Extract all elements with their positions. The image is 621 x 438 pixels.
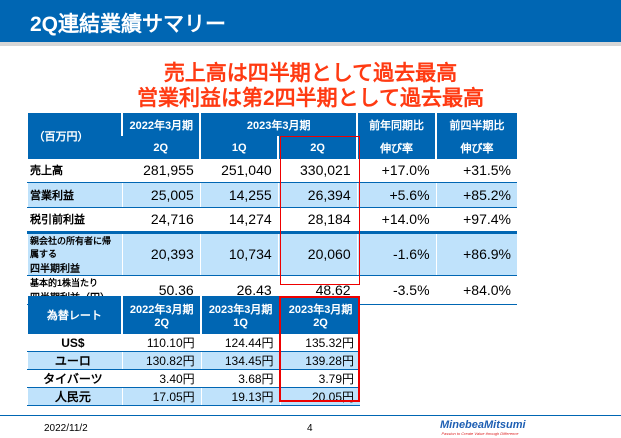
col-q: 2Q [122,136,201,159]
rate-cell: 139.28円 [279,351,360,370]
col-yoy-sub: 伸び率 [356,136,437,159]
fx-row: US$ 110.10円 124.44円 135.32円 [27,334,360,352]
cell: -1.6% [356,232,437,276]
divider [0,42,621,46]
cell: 28,184 [277,207,358,233]
cell: +14.0% [356,207,437,233]
currency-label: US$ [27,334,123,352]
fx-col: 2022年3月期 2Q [121,296,202,334]
cell: 20,393 [121,232,201,276]
fx-highlight-box [279,296,360,402]
cell: +85.2% [435,182,517,208]
unit-label: （百万円） [27,113,123,159]
rate-cell: 110.10円 [121,334,202,352]
col-yoy: 前年同期比 [356,113,437,136]
cell: 10,734 [199,232,279,276]
table-row: 親会社の所有者に帰属する 四半期利益 20,393 10,734 20,060 -1.6%… [27,232,517,276]
rate-cell: 124.44円 [200,334,281,352]
currency-label: タイバーツ [27,369,123,388]
col-qoq-sub: 伸び率 [435,136,517,159]
slide-title: 2Q連結業績サマリー [30,13,227,36]
cell: 281,955 [121,159,201,183]
cell: 20,060 [277,232,358,276]
rate-cell: 3.68円 [200,369,281,388]
fx-head: 為替レート [27,296,123,334]
highlight-box [280,136,360,285]
row-label: 営業利益 [27,182,123,208]
table-row: 営業利益 25,005 14,255 26,394 +5.6% +85.2% [27,182,517,208]
row-label: 税引前利益 [27,207,123,233]
col-qoq: 前四半期比 [435,113,517,136]
cell: +5.6% [356,182,437,208]
cell: 251,040 [199,159,279,183]
company-logo: MinebeaMitsumi Passion to Create Value t… [440,419,526,436]
rate-cell: 134.45円 [200,351,281,370]
page-number: 4 [307,423,313,434]
rate-cell: 3.79円 [279,369,360,388]
currency-label: 人民元 [27,387,123,406]
footer-date: 2022/11/2 [44,423,88,434]
row-label: 親会社の所有者に帰属する 四半期利益 [27,232,123,276]
rate-cell: 130.82円 [121,351,202,370]
cell: 330,021 [277,159,358,183]
results-table: （百万円） 2022年3月期 2023年3月期 前年同期比 前四半期比 2Q 1Q 2Q 伸び… [27,113,517,305]
title-bar: 2Q連結業績サマリー [0,0,621,42]
currency-label: ユーロ [27,351,123,370]
cell: +86.9% [435,232,517,276]
col-fy22: 2022年3月期 [121,113,201,136]
rate-cell: 135.32円 [279,334,360,352]
cell: 24,716 [121,207,201,233]
col-fy23: 2023年3月期 [199,113,358,136]
rate-cell: 17.05円 [121,387,202,406]
fx-row: タイバーツ 3.40円 3.68円 3.79円 [27,369,360,388]
fx-col: 2023年3月期 2Q [279,296,360,334]
rate-cell: 19.13円 [200,387,281,406]
footer-line [0,415,621,416]
headline-2: 営業利益は第2四半期として過去最高 [136,87,485,110]
col-q: 2Q [277,136,358,159]
cell: 14,274 [199,207,279,233]
cell: 14,255 [199,182,279,208]
table-row: 売上高 281,955 251,040 330,021 +17.0% +31.5% [27,159,517,183]
cell: 26,394 [277,182,358,208]
headline-1: 売上高は四半期として過去最高 [163,62,458,85]
cell: 25,005 [121,182,201,208]
row-label: 売上高 [27,159,123,183]
fx-table: 為替レート 2022年3月期 2Q 2023年3月期 1Q 2023年3月期 2Q U… [27,296,360,406]
fx-row: ユーロ 130.82円 134.45円 139.28円 [27,351,360,370]
fx-col: 2023年3月期 1Q [200,296,281,334]
cell: +84.0% [435,275,517,305]
rate-cell: 3.40円 [121,369,202,388]
table-row: 税引前利益 24,716 14,274 28,184 +14.0% +97.4% [27,207,517,233]
cell: -3.5% [356,275,437,305]
cell: +97.4% [435,207,517,233]
cell: +31.5% [435,159,517,183]
cell: +17.0% [356,159,437,183]
col-q: 1Q [199,136,279,159]
